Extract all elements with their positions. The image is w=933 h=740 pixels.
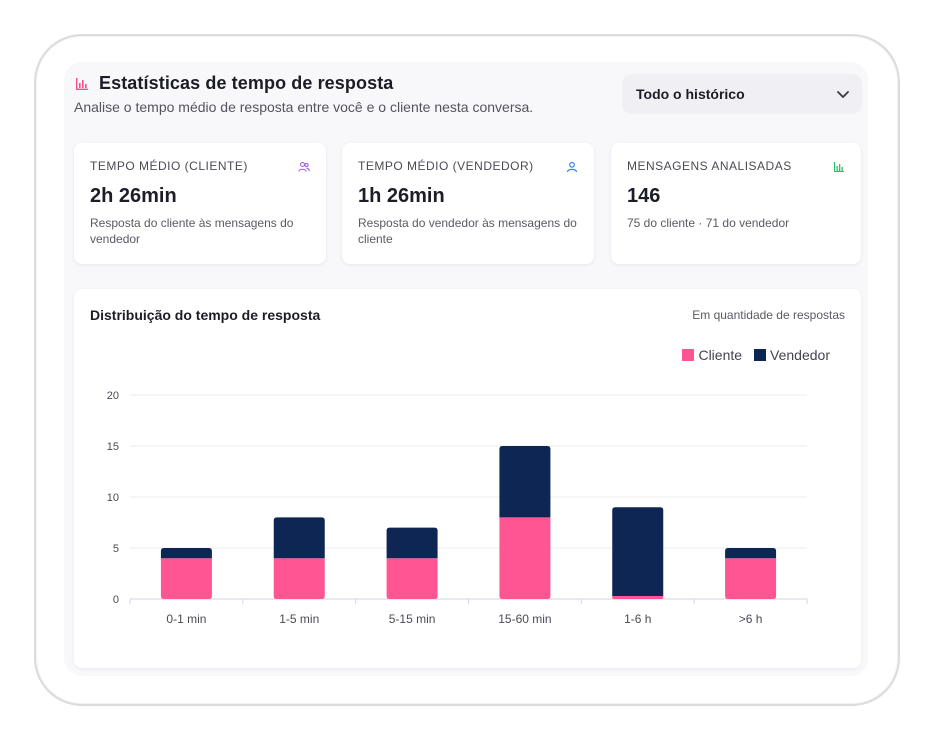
bar-segment-vendedor	[160, 548, 212, 559]
page-title: Estatísticas de tempo de resposta	[99, 73, 394, 93]
legend-label-vendedor: Vendedor	[770, 347, 830, 363]
bar-segment-cliente	[386, 558, 438, 599]
bar-segment-vendedor	[725, 548, 777, 559]
distribution-chart-card: Distribuição do tempo de resposta Em qua…	[74, 289, 861, 668]
legend-item-vendedor[interactable]: Vendedor	[754, 347, 830, 363]
bar-segment-vendedor	[499, 446, 551, 518]
period-select[interactable]: Todo o histórico	[622, 74, 862, 114]
bar-chart-icon	[834, 162, 844, 172]
stat-label: MENSAGENS ANALISADAS	[627, 159, 792, 173]
x-tick-label: 1-6 h	[624, 612, 651, 626]
bar-segment-vendedor	[612, 507, 664, 596]
user-icon	[566, 161, 578, 173]
legend-item-cliente[interactable]: Cliente	[682, 347, 742, 363]
chevron-down-icon	[837, 91, 849, 98]
stat-value: 1h 26min	[358, 185, 445, 207]
distribution-bar-chart: 0 5 10 15 20 0-1 min 1-5 min 5-15 min 15-60 min 1…	[107, 390, 808, 626]
y-tick-label: 10	[107, 492, 119, 504]
x-tick-label: 15-60 min	[498, 612, 551, 626]
stat-description: Resposta do vendedor às mensagens do cli…	[358, 216, 577, 246]
stat-card-mensagens: MENSAGENS ANALISADAS 146 75 do cliente ·…	[611, 143, 861, 264]
chart-legend: Cliente Vendedor	[682, 347, 830, 363]
y-tick-label: 0	[113, 594, 119, 606]
chart-title: Distribuição do tempo de resposta	[90, 307, 321, 323]
chart-unit-note: Em quantidade de respostas	[692, 308, 845, 322]
stat-label: TEMPO MÉDIO (VENDEDOR)	[358, 159, 534, 173]
bar-segment-cliente	[273, 558, 325, 599]
legend-swatch-cliente	[682, 349, 695, 361]
legend-swatch-vendedor	[754, 349, 767, 361]
y-tick-label: 20	[107, 390, 119, 402]
x-tick-label: 0-1 min	[166, 612, 206, 626]
y-tick-label: 5	[113, 543, 119, 555]
bar-segment-cliente	[725, 558, 777, 599]
x-tick-label: 1-5 min	[279, 612, 319, 626]
stat-value: 2h 26min	[90, 185, 177, 207]
users-icon	[298, 161, 310, 172]
bar-segment-vendedor	[386, 527, 438, 559]
stat-description: 75 do cliente · 71 do vendedor	[627, 216, 790, 230]
y-tick-label: 15	[107, 441, 119, 453]
bar-segment-cliente	[160, 558, 212, 599]
x-tick-label: >6 h	[739, 612, 763, 626]
bar-chart-icon	[76, 78, 88, 90]
period-select-value: Todo o histórico	[636, 86, 745, 102]
stat-card-cliente: TEMPO MÉDIO (CLIENTE) 2h 26min Resposta …	[74, 143, 326, 264]
stat-label: TEMPO MÉDIO (CLIENTE)	[90, 159, 248, 173]
x-tick-label: 5-15 min	[389, 612, 436, 626]
bar-segment-vendedor	[273, 517, 325, 559]
bar-segment-cliente	[612, 595, 664, 599]
stat-description: Resposta do cliente às mensagens do vend…	[90, 216, 294, 246]
legend-label-cliente: Cliente	[698, 347, 743, 363]
stat-value: 146	[627, 185, 661, 207]
page-subtitle: Analise o tempo médio de resposta entre …	[74, 99, 534, 115]
bar-segment-cliente	[499, 517, 551, 599]
stat-card-vendedor: TEMPO MÉDIO (VENDEDOR) 1h 26min Resposta…	[342, 143, 594, 264]
